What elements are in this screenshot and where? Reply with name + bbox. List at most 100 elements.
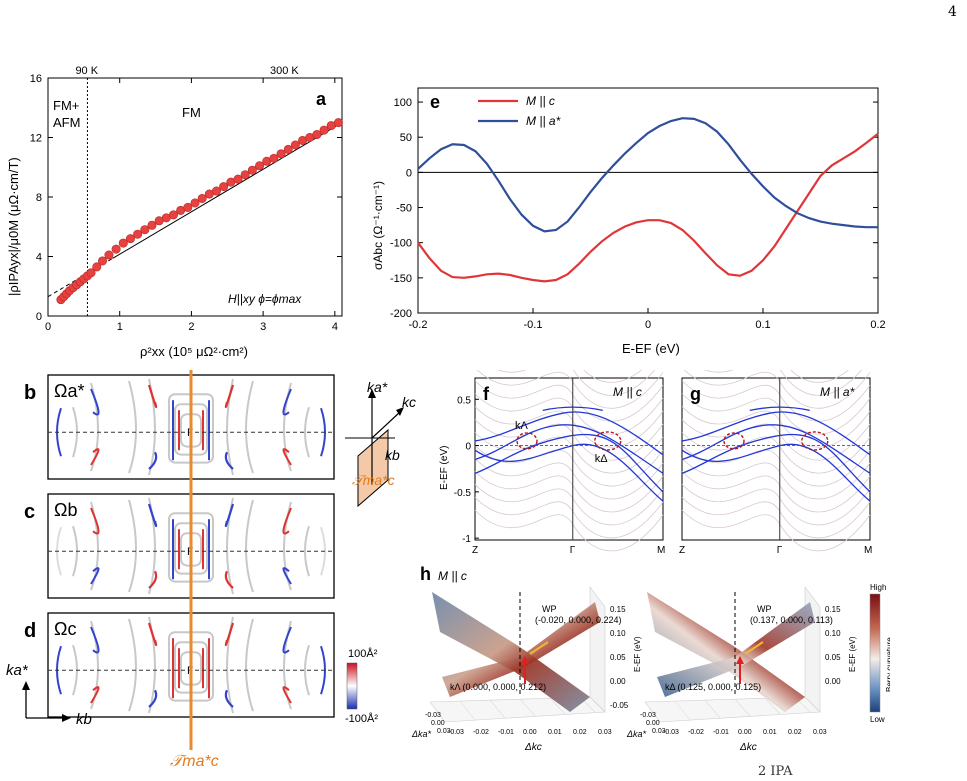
- x-tick-label: M: [864, 545, 872, 556]
- colorbar-low-label: -100Å²: [345, 712, 378, 725]
- panel-label-d: d: [24, 620, 36, 642]
- x-tick-label: 2: [188, 321, 194, 333]
- y-tick-label: 0.03: [652, 728, 666, 735]
- grid-line: [489, 699, 506, 719]
- cone-surface: [647, 592, 805, 712]
- x-tick-label: 3: [260, 321, 266, 333]
- panel-e-chart: -0.2 -0.1 0 0.1 0.2 -200 -150 -100 -50 0 50 100 M ||…: [371, 87, 886, 356]
- y-tick-label: 8: [36, 192, 42, 204]
- data-point: [197, 193, 207, 203]
- x-tick-label: 0.00: [738, 729, 752, 736]
- berry-contour: [148, 689, 158, 708]
- data-point: [92, 262, 102, 272]
- y-tick-label: -0.03: [640, 712, 656, 719]
- berry-symbol-c: Ωb: [54, 500, 77, 520]
- data-point: [133, 229, 143, 239]
- y-axis-label: |ρIPAyx|/μ0M (μΩ·cm/T): [6, 157, 21, 296]
- mirror-plane-inset: ka* kc kb 𝒯ma*c: [345, 379, 416, 508]
- fermi-contour: [128, 380, 137, 474]
- region-left-label-2: AFM: [53, 115, 80, 130]
- cone-surface: [432, 592, 590, 712]
- x-tick-label: -0.02: [473, 729, 489, 736]
- ka-axis-label: ka*: [6, 662, 29, 679]
- y-tick-label: 0: [465, 442, 471, 453]
- background-band: [497, 370, 656, 396]
- data-point: [276, 149, 286, 159]
- grid-line: [549, 697, 566, 715]
- berry-contour: [282, 626, 292, 654]
- panel-d: ΓΩcd: [24, 612, 335, 718]
- y-tick-label: -1: [462, 534, 471, 545]
- z-tick-label: 0.10: [825, 629, 841, 638]
- wp-callout: [529, 641, 549, 655]
- x-tick-label: 0.2: [870, 319, 885, 331]
- fermi-contour: [304, 406, 310, 458]
- data-point: [233, 174, 243, 184]
- z-tick-label: 0.15: [610, 605, 626, 614]
- berry-contour: [90, 686, 100, 704]
- x-tick-label: Γ: [777, 545, 783, 556]
- berry-symbol-d: Ωc: [54, 619, 76, 639]
- berry-contour: [90, 626, 100, 654]
- inset-kc-label: kc: [402, 394, 416, 410]
- x-axis-label: E-EF (eV): [622, 341, 680, 356]
- panel-label-f: f: [483, 384, 490, 404]
- y-tick-label: 0: [36, 311, 42, 323]
- berry-contour: [147, 384, 158, 408]
- fermi-contour: [245, 618, 254, 712]
- x-axis-label: Δkc: [524, 742, 542, 753]
- berry-contour: [147, 503, 158, 527]
- panel-c: ΓΩbc: [24, 493, 335, 599]
- berry-symbol-b: Ωa*: [54, 381, 84, 401]
- x-tick-label: -0.03: [448, 729, 464, 736]
- data-point: [183, 202, 193, 212]
- data-point: [104, 250, 114, 260]
- fermi-contour: [128, 618, 137, 712]
- mirror-symmetry-label: 𝒯ma*c: [170, 753, 219, 770]
- k-point-label: kΔ (0.125, 0.000, 0.125): [665, 682, 761, 692]
- colorbar-high-label: 100Å²: [348, 647, 378, 660]
- x-tick-label: 0.02: [788, 729, 802, 736]
- y-axis-label: Δka*: [626, 729, 647, 739]
- wp-coord: (-0.020, 0.000, 0.224): [535, 615, 622, 625]
- panel-title-f: M || c: [613, 385, 642, 399]
- y-tick-label: 16: [30, 73, 42, 85]
- x-tick-label: 1: [117, 321, 123, 333]
- panel-label-a: a: [316, 89, 327, 109]
- band-line: [681, 433, 871, 493]
- grid-line: [704, 699, 721, 719]
- y-tick-label: 0.00: [431, 720, 445, 727]
- x-tick-label: -0.01: [498, 729, 514, 736]
- colorbar-high: High: [870, 583, 886, 592]
- k-point-label: kΛ (0.000, 0.000, 0.212): [450, 682, 546, 692]
- x-tick-label: -0.01: [713, 729, 729, 736]
- z-tick-label: 0.05: [825, 653, 841, 662]
- data-point: [111, 244, 121, 254]
- x-axis-label: Δkc: [739, 742, 757, 753]
- band-line: [681, 424, 871, 474]
- series-line-0: [417, 132, 879, 283]
- berry-colorbar: [869, 593, 881, 713]
- weyl-cone-right: WP(0.137, 0.000, 0.113) kΔ (0.125, 0.000,…: [626, 586, 857, 753]
- legend-label-0: M || c: [526, 94, 555, 108]
- z-tick-label: 0.15: [825, 605, 841, 614]
- band-line: [474, 424, 664, 474]
- cone-surface: [657, 602, 815, 697]
- berry-contour: [147, 622, 158, 646]
- x-tick-label: 0: [645, 319, 651, 331]
- x-tick-label: -0.03: [663, 729, 679, 736]
- wp-label: WP: [757, 604, 772, 614]
- panel-label-c: c: [24, 501, 35, 523]
- berry-contour: [224, 503, 235, 527]
- z-axis-label: E-EF (eV): [633, 636, 642, 672]
- band-line: [474, 433, 664, 493]
- y-tick-label: -50: [396, 203, 412, 215]
- panel-label-h: h: [420, 564, 431, 584]
- berry-contour: [148, 451, 158, 470]
- weyl-point-marker: [723, 432, 745, 450]
- y-tick-label: -150: [390, 273, 412, 285]
- background-band: [790, 370, 849, 383]
- berry-contour: [224, 689, 234, 708]
- panel-b: ΓΩa*b: [24, 374, 335, 480]
- fermi-contour: [245, 380, 254, 474]
